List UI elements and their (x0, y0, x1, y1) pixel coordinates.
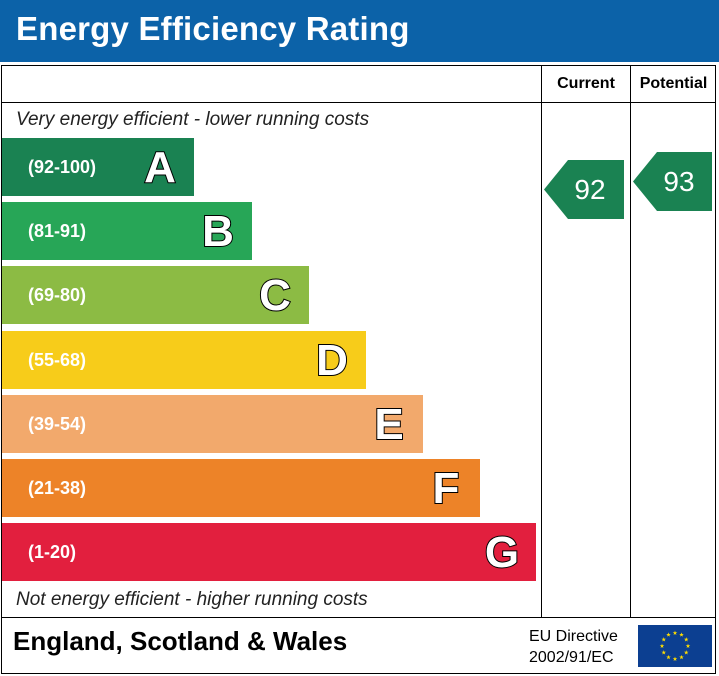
eu-star-icon (685, 643, 691, 648)
caption-very-efficient: Very energy efficient - lower running co… (16, 109, 370, 130)
band-letter-wrap: B (192, 202, 252, 260)
current-rating-value: 92 (574, 174, 605, 205)
band-letter-wrap: A (134, 138, 194, 196)
band-range-label: (21-38) (28, 478, 87, 498)
header-bar: Energy Efficiency Rating (0, 0, 719, 62)
band-d: (55-68) D (2, 331, 366, 389)
band-range-label: (92-100) (28, 157, 97, 177)
band-letter-wrap: E (363, 395, 423, 453)
band-letter: E (374, 400, 403, 449)
column-header-current: Current (557, 75, 615, 92)
eu-star-icon (679, 632, 684, 637)
potential-rating-arrow: 93 (633, 152, 712, 211)
band-letter: D (316, 336, 348, 385)
band-e: (39-54) E (2, 395, 423, 453)
eu-star-icon (683, 637, 689, 642)
eu-star-icon (683, 650, 689, 655)
eu-star-icon (666, 632, 671, 637)
eu-star-icon (661, 637, 667, 642)
band-letter: B (202, 207, 234, 256)
column-divider-potential (630, 66, 631, 617)
band-f: (21-38) F (2, 459, 480, 517)
band-letter-wrap: C (249, 266, 309, 324)
band-g: (1-20) G (2, 523, 536, 581)
footer-divider (2, 617, 715, 618)
band-c: (69-80) C (2, 266, 309, 324)
band-b: (81-91) B (2, 202, 252, 260)
band-range-label: (69-80) (28, 285, 87, 305)
band-range-label: (81-91) (28, 221, 87, 241)
band-letter-wrap: D (306, 331, 366, 389)
band-letter: A (144, 143, 176, 192)
band-range-label: (1-20) (28, 542, 77, 562)
potential-rating-value: 93 (663, 166, 694, 197)
column-header-potential: Potential (639, 75, 708, 92)
band-letter-wrap: F (420, 459, 480, 517)
band-letter: C (259, 271, 291, 320)
eu-star-icon (679, 654, 684, 660)
eu-flag-icon (638, 625, 712, 667)
directive-line-2: 2002/91/EC (529, 649, 614, 666)
rating-table (1, 65, 716, 674)
band-letter-wrap: G (476, 523, 536, 581)
band-range-label: (55-68) (28, 350, 87, 370)
directive-line-1: EU Directive (529, 628, 618, 645)
band-letter: G (485, 528, 519, 577)
caption-not-efficient: Not energy efficient - higher running co… (16, 589, 368, 610)
band-letter: F (433, 464, 460, 513)
eu-star-icon (659, 643, 665, 648)
eu-star-icon (661, 650, 667, 655)
footer-directive: EU Directive 2002/91/EC (529, 626, 618, 668)
eu-star-icon (666, 654, 671, 660)
eu-star-icon (672, 630, 678, 635)
current-rating-arrow: 92 (544, 160, 624, 219)
column-divider-current (541, 66, 542, 617)
footer-country: England, Scotland & Wales (13, 626, 348, 656)
header-divider (2, 102, 715, 103)
eu-star-icon (672, 656, 678, 661)
band-a: (92-100) A (2, 138, 194, 196)
page-title: Energy Efficiency Rating (16, 10, 410, 47)
band-range-label: (39-54) (28, 414, 87, 434)
